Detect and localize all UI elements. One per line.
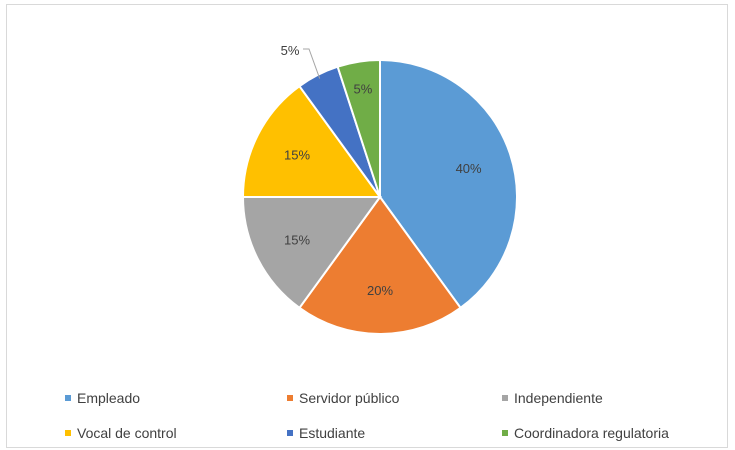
legend-item-empleado: Empleado <box>65 388 287 408</box>
legend-swatch-coordinadora-regulatoria <box>502 430 508 436</box>
legend-label-vocal-de-control: Vocal de control <box>77 425 177 441</box>
pie-slice-coordinadora-regulatoria <box>336 58 381 198</box>
legend-label-independiente: Independiente <box>514 390 603 406</box>
legend-item-servidor-publico: Servidor público <box>287 388 502 408</box>
data-label-servidor-publico: 20% <box>367 283 393 298</box>
legend-item-independiente: Independiente <box>502 388 603 408</box>
leader-line-estudiante <box>303 48 321 79</box>
legend-swatch-estudiante <box>287 430 293 436</box>
data-label-coordinadora-regulatoria: 5% <box>354 82 373 97</box>
legend-label-estudiante: Estudiante <box>299 425 366 441</box>
legend-label-coordinadora-regulatoria: Coordinadora regulatoria <box>514 425 669 441</box>
data-label-estudiante: 5% <box>281 43 300 58</box>
legend-item-vocal-de-control: Vocal de control <box>65 423 287 443</box>
legend-row-1: Empleado Servidor público Independiente <box>65 388 603 408</box>
legend-swatch-vocal-de-control <box>65 430 71 436</box>
legend-label-empleado: Empleado <box>77 390 141 406</box>
data-label-independiente: 15% <box>284 232 310 247</box>
pie-slice-servidor-publico <box>298 195 462 336</box>
chart-area: 40% 20% 15% 15% 5% 5% Empleado Servidor públi… <box>6 4 728 448</box>
legend-label-servidor-publico: Servidor público <box>299 390 400 406</box>
legend-swatch-servidor-publico <box>287 395 293 401</box>
pie-chart: 40% 20% 15% 15% 5% 5% <box>241 43 518 336</box>
legend-item-estudiante: Estudiante <box>287 423 502 443</box>
pie-slice-independiente <box>241 196 382 310</box>
pie-slice-vocal-de-control <box>241 84 382 198</box>
legend-row-2: Vocal de control Estudiante Coordinadora… <box>65 423 669 443</box>
legend-item-coordinadora-regulatoria: Coordinadora regulatoria <box>502 423 669 443</box>
pie-slice-empleado <box>379 58 518 310</box>
data-label-vocal-de-control: 15% <box>284 148 310 163</box>
legend-swatch-empleado <box>65 395 71 401</box>
data-label-empleado: 40% <box>456 161 482 176</box>
legend-swatch-independiente <box>502 395 508 401</box>
